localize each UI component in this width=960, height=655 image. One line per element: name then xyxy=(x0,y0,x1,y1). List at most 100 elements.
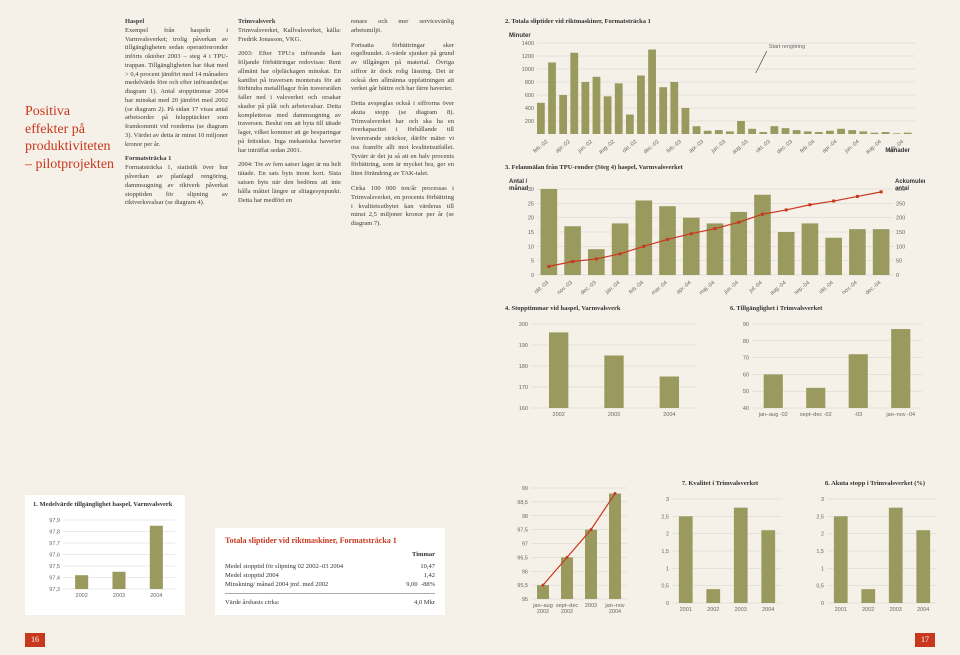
row-label: Medel stopptid 2004 xyxy=(225,572,279,579)
svg-text:feb.-04: feb.-04 xyxy=(799,139,816,154)
svg-text:Start rengöring: Start rengöring xyxy=(769,44,805,50)
page-left: Positiva effekter på produktiviteten – p… xyxy=(0,0,480,655)
chart4-title: 4. Stopptimmar vid haspel, Varmvalsverk xyxy=(505,305,710,312)
svg-text:50: 50 xyxy=(896,259,902,265)
row-val: 10,47 xyxy=(395,563,435,570)
row-val: 9,00 -88% xyxy=(395,581,435,588)
svg-text:2003: 2003 xyxy=(890,607,902,613)
svg-text:2001: 2001 xyxy=(835,607,847,613)
svg-text:jul.-04: jul.-04 xyxy=(748,280,764,295)
row-label: Värde årsbasis cirka: xyxy=(225,599,280,606)
svg-text:2004: 2004 xyxy=(609,609,621,615)
svg-text:30: 30 xyxy=(528,187,534,193)
text-columns: Haspel Exempel från haspeln i Varmvalsve… xyxy=(125,18,455,235)
svg-text:2001: 2001 xyxy=(680,607,692,613)
svg-text:nov.-03: nov.-03 xyxy=(556,280,574,295)
svg-text:2003: 2003 xyxy=(608,412,620,418)
chart-3: 3. Felanmälan från TPU-ronder (Steg 4) h… xyxy=(505,164,935,295)
col2-h1: Trimvalsverk xyxy=(238,18,275,25)
svg-text:200: 200 xyxy=(519,322,528,328)
svg-text:50: 50 xyxy=(743,389,749,395)
svg-text:feb.-02: feb.-02 xyxy=(532,139,549,154)
col1-h2: Formatsträcka 1 xyxy=(125,155,171,162)
svg-text:98,5: 98,5 xyxy=(517,500,528,506)
svg-text:2003: 2003 xyxy=(585,603,597,609)
svg-text:2: 2 xyxy=(821,532,824,538)
svg-text:0: 0 xyxy=(666,601,669,607)
svg-text:160: 160 xyxy=(519,406,528,412)
chart4-svg: 160170180190200200220032004 xyxy=(505,316,705,426)
chart2-svg: Minuter200400600800100012001400Start ren… xyxy=(505,29,925,154)
chart6-title: 6. Tillgänglighet i Trimvalsverket xyxy=(730,305,935,312)
page-right: 2. Totala sliptider vid riktmaskiner, Fo… xyxy=(480,0,960,655)
svg-text:okt.-02: okt.-02 xyxy=(622,139,639,154)
svg-text:90: 90 xyxy=(743,322,749,328)
svg-text:apr.-02: apr.-02 xyxy=(555,139,572,154)
svg-text:190: 190 xyxy=(519,343,528,349)
chart1-title: 1. Medelvärde tillgänglighet haspel, Var… xyxy=(33,501,177,508)
svg-text:1400: 1400 xyxy=(522,41,534,47)
svg-text:3: 3 xyxy=(821,497,824,503)
svg-text:97,5: 97,5 xyxy=(517,528,528,534)
chart7-svg: 00,511,522,532001200220032004 xyxy=(650,491,790,621)
chart3-title: 3. Felanmälan från TPU-ronder (Steg 4) h… xyxy=(505,164,935,171)
svg-text:0: 0 xyxy=(896,273,899,279)
svg-text:180: 180 xyxy=(519,364,528,370)
svg-text:2004: 2004 xyxy=(663,412,675,418)
col2-p2: 2003: Efter TPU:s införande kan följande… xyxy=(238,50,341,155)
svg-text:1: 1 xyxy=(821,566,824,572)
svg-text:97,3: 97,3 xyxy=(49,587,60,593)
svg-text:jun.-03: jun.-03 xyxy=(710,139,728,154)
sidebar-title: Positiva effekter på produktiviteten – p… xyxy=(25,103,115,235)
col3-p3: Detta avspeglas också i siffrorna över a… xyxy=(351,100,454,179)
table-row: Medel stopptid 2004 1,42 xyxy=(225,571,435,580)
svg-text:mar.-04: mar.-04 xyxy=(651,280,669,295)
table-row: Värde årsbasis cirka: 4,0 Mkr xyxy=(225,598,435,607)
svg-text:1,5: 1,5 xyxy=(816,549,824,555)
svg-text:jun.-04: jun.-04 xyxy=(843,139,861,154)
svg-text:sept–dec -02: sept–dec -02 xyxy=(800,412,832,418)
svg-text:apr.-03: apr.-03 xyxy=(688,139,705,154)
svg-text:97,8: 97,8 xyxy=(49,530,60,536)
svg-text:100: 100 xyxy=(896,244,905,250)
chart-5: 9595,59696,59797,59898,599jan–aug2002sep… xyxy=(505,480,635,625)
svg-text:jan–aug -02: jan–aug -02 xyxy=(758,412,788,418)
svg-text:96,5: 96,5 xyxy=(517,555,528,561)
svg-text:96: 96 xyxy=(522,569,528,575)
chart1-svg: 97,397,497,597,697,797,897,9200220032004 xyxy=(33,512,183,607)
svg-text:170: 170 xyxy=(519,385,528,391)
svg-text:25: 25 xyxy=(528,201,534,207)
svg-text:0: 0 xyxy=(821,601,824,607)
chart-8: 8. Akuta stopp i Trimvalsverket (%) 00,5… xyxy=(805,480,945,625)
svg-text:2002: 2002 xyxy=(862,607,874,613)
svg-text:1,5: 1,5 xyxy=(661,549,669,555)
svg-text:10: 10 xyxy=(528,244,534,250)
svg-text:3: 3 xyxy=(666,497,669,503)
svg-text:2002: 2002 xyxy=(537,609,549,615)
col1-p1: Exempel från haspeln i Varmvalsverket; t… xyxy=(125,27,228,148)
chart5-svg: 9595,59696,59797,59898,599jan–aug2002sep… xyxy=(505,480,635,625)
svg-text:600: 600 xyxy=(525,93,534,99)
svg-text:250: 250 xyxy=(896,201,905,207)
svg-text:1: 1 xyxy=(666,566,669,572)
svg-text:0,5: 0,5 xyxy=(661,584,669,590)
col3-p4: Cirka 100 000 ton/år processas i Trimval… xyxy=(351,185,454,229)
svg-text:Ackumulerat: Ackumulerat xyxy=(895,179,925,185)
svg-text:2003: 2003 xyxy=(113,593,125,599)
col3-p2: Fortsatta förbättringar sker regelbundet… xyxy=(351,42,454,95)
svg-text:sep.-04: sep.-04 xyxy=(793,280,811,295)
svg-text:nov.-04: nov.-04 xyxy=(841,280,859,295)
chart-2: 2. Totala sliptider vid riktmaskiner, Fo… xyxy=(505,18,935,154)
svg-text:300: 300 xyxy=(896,187,905,193)
svg-text:dec.-03: dec.-03 xyxy=(580,280,598,295)
chart-1: 1. Medelvärde tillgänglighet haspel, Var… xyxy=(25,495,185,615)
svg-text:aug.-04: aug.-04 xyxy=(769,280,787,295)
row-val: 1,42 xyxy=(395,572,435,579)
text-col-2: Trimvalsverk Trimvalsverket, Kallvalsver… xyxy=(238,18,341,235)
text-col-3: renare och mer servicevänlig arbetsmiljö… xyxy=(351,18,454,235)
svg-text:98: 98 xyxy=(522,514,528,520)
col2-p1: Trimvalsverket, Kallvalsverket, källa: F… xyxy=(238,27,341,43)
col1-h1: Haspel xyxy=(125,18,144,25)
svg-text:70: 70 xyxy=(743,356,749,362)
svg-text:2003: 2003 xyxy=(735,607,747,613)
